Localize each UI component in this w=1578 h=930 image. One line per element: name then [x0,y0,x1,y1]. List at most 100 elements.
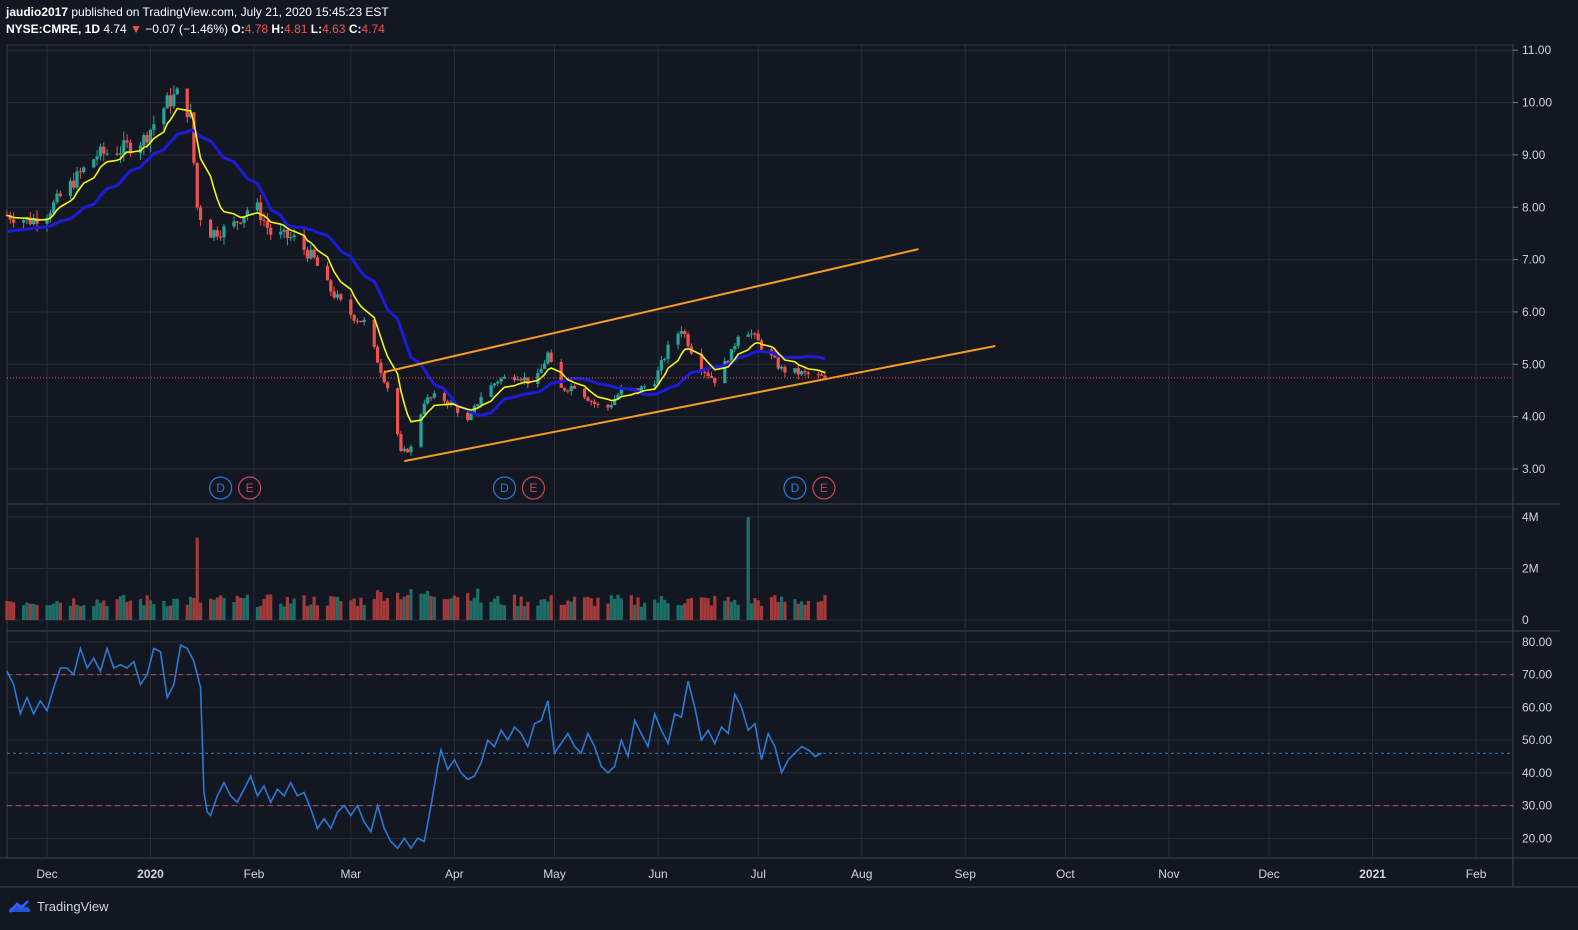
candle-body [666,344,670,359]
candle-body [656,370,660,385]
candle-body [309,249,313,259]
volume-bar [643,602,647,620]
time-tick-label: Nov [1158,867,1179,881]
volume-bar [148,600,153,620]
candle-body [165,95,169,109]
volume-bar [619,598,623,620]
price-tick-label: 4.00 [1522,410,1546,424]
candle-body [773,355,777,358]
volume-bar [379,592,383,620]
volume-bar [803,604,807,620]
volume-bar [613,598,617,620]
volume-bar [629,595,633,620]
time-tick-label: Aug [851,867,872,881]
volume-bar [35,604,39,620]
volume-bar [769,597,774,620]
volume-bar [586,596,590,620]
volume-bar [779,596,784,620]
candle-body [676,333,680,345]
event-label: D [216,481,225,495]
candle-body [312,249,316,258]
time-tick-label: Mar [341,867,362,881]
volume-bar [372,598,376,620]
candle-body [659,360,663,371]
price-tick-label: 8.00 [1522,200,1546,214]
candle-body [245,210,249,217]
time-tick-label: Oct [1056,867,1075,881]
candle-body [820,374,824,376]
candle-body [262,220,266,222]
earnings-marker [812,476,836,500]
candle-body [325,265,330,281]
candle-body [95,156,99,160]
candle-body [382,372,386,383]
volume-bar [456,597,460,620]
plot-frame [6,44,1514,859]
author-name[interactable]: jaudio2017 [6,5,69,19]
volume-bar [142,605,146,620]
volume-bar [305,605,310,620]
volume-bar [773,595,777,620]
volume-bar [596,597,600,620]
volume-bar [28,603,32,620]
volume-bar [255,607,259,620]
candle-body [663,358,667,361]
volume-bar [663,599,667,620]
candles-group [5,85,827,456]
tradingview-brand[interactable]: TradingView [8,897,109,915]
brand-label: TradingView [37,898,109,914]
candle-body [285,229,290,238]
candle-body [279,231,283,235]
candle-body [58,193,62,197]
candle-body [219,236,223,238]
volume-bar [800,601,804,620]
candle-body [355,320,360,322]
candle-body [395,388,400,435]
candle-body [349,299,353,315]
candle-body [683,331,687,335]
candle-body [706,372,710,377]
candle-body [476,404,480,406]
candle-body [385,382,390,389]
candle-body [619,388,623,395]
candle-body [315,257,320,266]
volume-bar [45,605,49,620]
candle-body [800,371,804,375]
candle-body [305,249,310,259]
volume-bar [162,600,166,620]
candle-body [289,237,293,239]
volume-bar [72,598,76,620]
volume-bar [689,598,694,620]
candle-body [359,320,363,323]
candle-body [709,376,714,378]
candle-body [195,162,199,208]
volume-bar [12,602,16,620]
candle-body [679,331,684,334]
volume-bar [355,605,360,620]
candle-body [686,334,690,347]
volume-bar [122,594,126,620]
volume-bar [315,605,320,620]
candle-body [536,373,540,384]
volume-bar [729,601,734,620]
volume-bar [422,594,426,620]
candle-body [596,403,600,405]
volume-bar [102,600,106,620]
candle-body [98,146,103,157]
volume-tick-label: 4M [1522,510,1539,524]
volume-bar [549,595,553,620]
candle-body [569,386,573,392]
change-down-icon: ▼ [130,22,142,36]
candle-body [432,393,436,398]
volume-bar [98,602,103,620]
symbol-name[interactable]: NYSE:CMRE, 1D [6,22,101,36]
volume-bar [362,605,366,620]
candle-body [282,229,286,232]
volume-bar [633,604,637,620]
close-value: 4.74 [361,22,385,36]
open-value: 4.78 [244,22,269,36]
